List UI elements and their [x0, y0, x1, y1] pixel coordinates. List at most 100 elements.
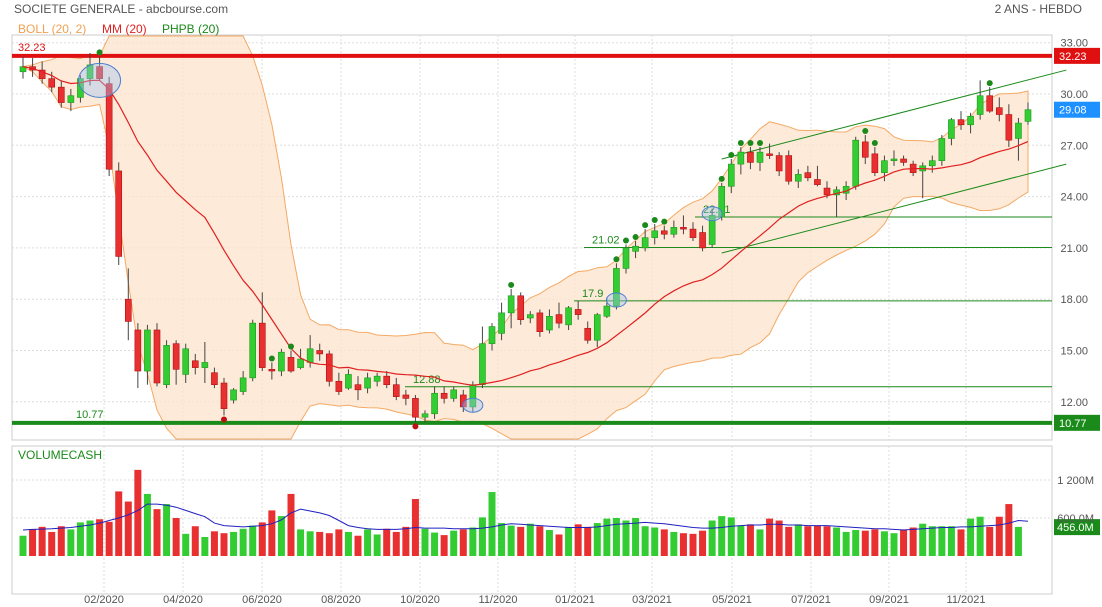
signal-dot-green: [986, 80, 993, 87]
volume-last-tag-text: 456.0M: [1057, 522, 1094, 534]
volume-bar: [325, 533, 333, 556]
volume-bar: [163, 504, 171, 556]
level-label: 17.9: [582, 288, 603, 300]
x-tick-label: 01/2021: [555, 594, 595, 606]
volume-bar: [239, 528, 247, 556]
candle-body: [938, 138, 946, 161]
highlight-circle: [605, 292, 627, 308]
volume-bar: [373, 534, 381, 556]
signal-dot-green: [642, 222, 649, 229]
volume-bar: [526, 523, 534, 556]
candle-body: [268, 369, 276, 372]
candle-body: [488, 326, 496, 344]
candle-body: [364, 377, 371, 389]
volume-bar: [297, 529, 305, 556]
highlight-circle: [701, 206, 723, 222]
bollinger-band-area: [21, 35, 1029, 440]
candle-body: [804, 172, 812, 179]
volume-bar: [928, 526, 936, 556]
volume-bar: [919, 523, 927, 556]
volume-bar: [450, 530, 458, 556]
volume-bar: [670, 531, 678, 556]
candle-body: [402, 394, 410, 399]
indicator-mm-label: MM (20): [102, 22, 147, 36]
candle-body: [412, 398, 419, 418]
volume-bar: [833, 527, 841, 556]
candle-body: [699, 232, 706, 249]
volume-bar: [536, 526, 544, 556]
volume-panel-frame: [11, 445, 1053, 595]
candle-body: [670, 227, 678, 235]
volume-bar: [986, 526, 994, 556]
candle-body: [440, 392, 448, 399]
volume-bar: [909, 527, 917, 556]
channel-line: [721, 163, 1067, 254]
volume-tick-label: 600.0M: [1057, 513, 1094, 525]
candle-body: [115, 170, 123, 257]
candle-body: [890, 158, 898, 161]
candle-body: [48, 78, 56, 88]
volume-bar: [316, 531, 324, 556]
volume-bar: [392, 531, 400, 556]
indicator-boll-label: BOLL (20, 2): [18, 22, 87, 36]
volume-bars: [19, 469, 1022, 556]
volume-bar: [76, 522, 84, 556]
signal-dot-green: [651, 216, 658, 223]
volume-bar: [584, 526, 592, 556]
candle-body: [526, 314, 534, 319]
signal-dot-green: [288, 343, 294, 350]
candle-body: [335, 380, 343, 392]
candle-body: [220, 382, 228, 409]
candle-body: [823, 187, 831, 196]
volume-bar: [67, 529, 75, 556]
volume-bar: [344, 531, 352, 556]
volume-bar: [612, 518, 620, 556]
candle-body: [450, 389, 458, 399]
volume-bar: [469, 527, 477, 556]
candle-body: [297, 358, 304, 368]
candle-body: [632, 245, 639, 252]
volume-bar: [507, 525, 515, 556]
candle-body: [201, 362, 209, 368]
candle-body: [555, 314, 563, 324]
candle-body: [421, 413, 429, 418]
moving-average: [22, 66, 1029, 387]
volume-bar: [708, 520, 716, 556]
candle-body: [507, 295, 515, 314]
x-tick-label: 11/2021: [947, 594, 986, 606]
signal-dot-green: [96, 49, 103, 56]
candle-body: [766, 153, 773, 156]
volume-bar: [785, 526, 793, 556]
volume-bar: [421, 528, 429, 556]
volume-bar: [105, 521, 113, 556]
volume-bar: [115, 491, 123, 556]
volume-bar: [220, 533, 228, 556]
volume-bar: [402, 526, 410, 556]
chart-title: SOCIETE GENERALE - abcbourse.com: [14, 2, 229, 16]
x-tick-label: 08/2020: [321, 594, 361, 606]
volume-ma-line: [22, 503, 1029, 531]
chart-period: 2 ANS - HEBDO: [994, 2, 1082, 16]
volume-bar: [172, 518, 180, 556]
candle-body: [957, 119, 965, 126]
candle-body: [593, 314, 601, 341]
volume-bar: [134, 469, 142, 556]
volume-last-tag: [1054, 519, 1100, 536]
candle-body: [144, 329, 151, 372]
signal-dot-red: [221, 416, 227, 423]
volume-bar: [574, 524, 582, 556]
candle-body: [660, 230, 668, 235]
volume-bar: [794, 524, 802, 556]
x-tick-label: 10/2020: [400, 594, 440, 606]
candle-body: [249, 322, 257, 379]
x-tick-label: 07/2021: [791, 594, 831, 606]
volume-bar: [555, 534, 563, 556]
candle-body: [163, 345, 170, 385]
x-tick-label: 05/2021: [712, 594, 752, 606]
candle-body: [498, 312, 505, 334]
volume-bar: [947, 526, 955, 556]
volume-bar: [124, 501, 132, 556]
x-tick-label: 09/2021: [869, 594, 909, 606]
candle-body: [345, 374, 352, 389]
volume-bar: [383, 528, 391, 556]
